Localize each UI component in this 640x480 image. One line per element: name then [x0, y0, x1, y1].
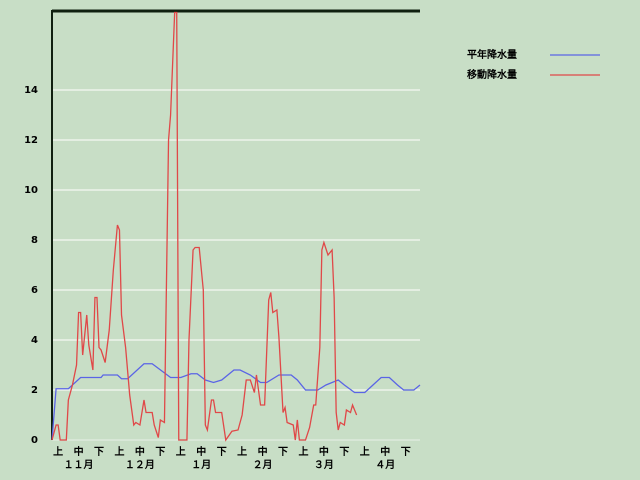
x-tick-label: 中: [319, 445, 329, 458]
y-tick-label: 4: [31, 335, 38, 346]
x-tick-label: 下: [155, 446, 165, 458]
y-tick-label: 2: [31, 385, 38, 396]
data-line: [51, 363, 421, 441]
month-label: １月: [191, 459, 211, 471]
legend-label: 移動降水量: [467, 68, 517, 81]
x-tick-label: 中: [196, 445, 206, 458]
x-tick-label: 下: [278, 446, 288, 458]
y-tick-label: 8: [31, 235, 38, 246]
x-tick-label: 上: [53, 445, 63, 458]
month-label: １１月: [64, 459, 94, 471]
y-tick-label: 14: [24, 85, 38, 96]
month-label: １２月: [125, 459, 155, 471]
month-label: ３月: [314, 459, 334, 471]
x-tick-label: 下: [339, 446, 349, 458]
x-tick-label: 上: [237, 445, 247, 458]
x-tick-label: 中: [135, 445, 145, 458]
x-tick-label: 上: [360, 445, 370, 458]
x-tick-label: 下: [401, 446, 411, 458]
legend-label: 平年降水量: [467, 48, 517, 61]
x-tick-label: 上: [298, 445, 308, 458]
x-tick-label: 下: [94, 446, 104, 458]
y-tick-label: 12: [24, 135, 38, 146]
y-tick-label: 10: [24, 185, 38, 196]
x-tick-label: 下: [217, 446, 227, 458]
x-tick-label: 中: [258, 445, 268, 458]
month-label: ４月: [375, 459, 395, 471]
month-label: ２月: [253, 459, 273, 471]
y-tick-label: 0: [31, 435, 38, 446]
x-tick-label: 中: [380, 445, 390, 458]
data-line: [51, 11, 358, 442]
x-tick-label: 中: [74, 445, 84, 458]
x-tick-label: 上: [176, 445, 186, 458]
x-tick-label: 上: [114, 445, 124, 458]
y-tick-label: 6: [31, 285, 38, 296]
